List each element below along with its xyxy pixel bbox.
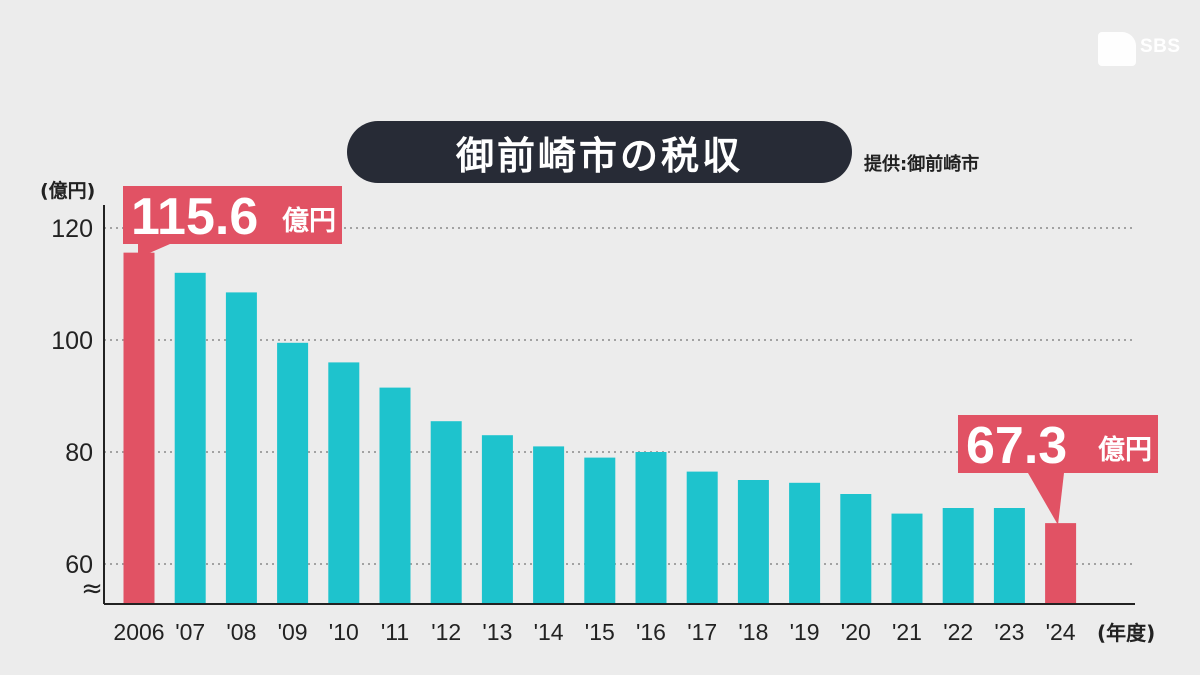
bar	[430, 421, 462, 604]
bar	[891, 513, 923, 604]
x-tick-label: '09	[278, 619, 308, 645]
y-axis-label: (億円)	[40, 179, 95, 202]
bar	[993, 508, 1025, 604]
bar	[328, 362, 360, 604]
bar	[174, 272, 206, 604]
x-tick-label: '07	[175, 619, 205, 645]
x-tick-label: '17	[687, 619, 717, 645]
callout-box	[958, 415, 1158, 473]
bar	[635, 452, 667, 604]
y-tick-label: 80	[65, 439, 93, 467]
x-tick-label: '10	[329, 619, 359, 645]
callout-value: 115.6	[131, 188, 258, 246]
x-tick-label: '11	[381, 619, 409, 645]
x-tick-label: '24	[1046, 619, 1076, 645]
y-tick-label: 120	[51, 215, 93, 243]
bar	[1045, 523, 1077, 604]
callout-unit: 億円	[1098, 435, 1152, 466]
x-tick-label: '23	[994, 619, 1024, 645]
x-tick-label: '08	[226, 619, 256, 645]
callout-value: 67.3	[966, 417, 1067, 475]
chart-title: 御前崎市の税収	[455, 133, 743, 178]
x-tick-label: '20	[841, 619, 871, 645]
source-credit: 提供:御前崎市	[864, 154, 980, 175]
x-tick-label: '21	[892, 619, 922, 645]
x-tick-label: '22	[943, 619, 973, 645]
chart-title-pill: 御前崎市の税収	[347, 121, 852, 183]
callout-unit: 億円	[282, 206, 336, 237]
callout-box	[123, 186, 342, 244]
bar	[481, 435, 513, 604]
axis-break-symbol: ≈	[81, 574, 103, 604]
y-tick-label: 60	[65, 551, 93, 579]
bar	[584, 457, 616, 604]
sbs-logo-text: SBS	[1140, 36, 1181, 57]
bar	[533, 446, 565, 604]
sbs-logo: SBS	[1098, 22, 1188, 72]
bar	[942, 508, 974, 604]
bar	[277, 342, 309, 604]
bar	[123, 252, 155, 604]
sbs-logo-mark-icon	[1098, 32, 1136, 66]
bar	[379, 387, 411, 604]
bar	[225, 292, 257, 604]
x-tick-label: 2006	[113, 619, 164, 645]
x-tick-label: '19	[790, 619, 820, 645]
bar	[840, 494, 872, 604]
callout-pointer	[138, 244, 170, 258]
x-tick-label: '12	[431, 619, 461, 645]
bar	[737, 480, 769, 604]
callout-pointer	[1028, 473, 1064, 525]
x-tick-label: '14	[534, 619, 564, 645]
x-axis-label: (年度)	[1097, 621, 1155, 645]
x-tick-label: '15	[585, 619, 615, 645]
bar	[686, 471, 718, 604]
x-tick-label: '16	[636, 619, 666, 645]
x-tick-label: '18	[738, 619, 768, 645]
bar	[789, 482, 821, 604]
y-tick-label: 100	[51, 327, 93, 355]
x-tick-label: '13	[482, 619, 512, 645]
